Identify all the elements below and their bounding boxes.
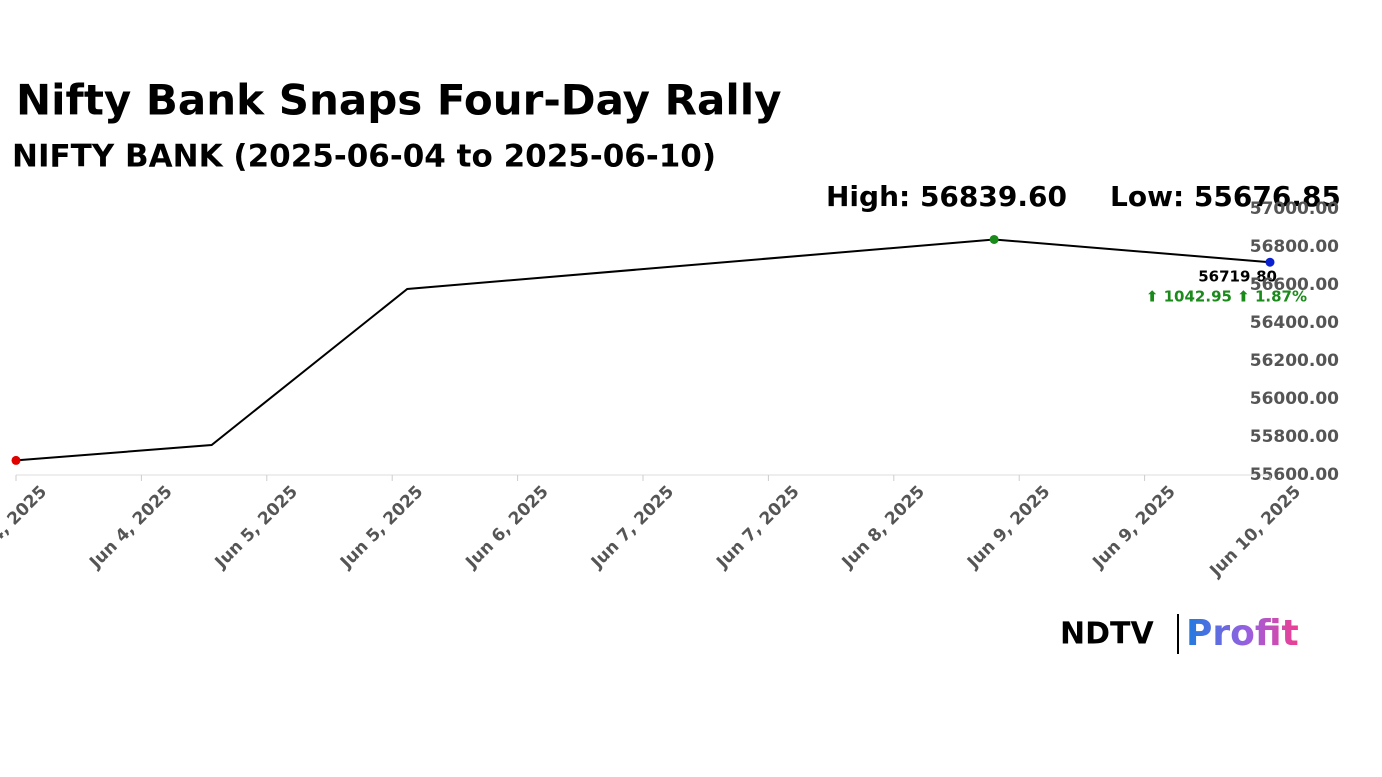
brand-name: NDTV bbox=[1060, 617, 1154, 652]
x-tick-label: Jun 9, 2025 bbox=[1088, 482, 1179, 573]
y-tick-label: 56800.00 bbox=[1250, 237, 1339, 257]
change-label: ⬆ 1042.95 ⬆ 1.87% bbox=[1146, 288, 1307, 306]
y-tick-label: 56000.00 bbox=[1250, 389, 1339, 409]
chart-title: Nifty Bank Snaps Four-Day Rally bbox=[16, 76, 782, 125]
x-tick-label: Jun 4, 2025 bbox=[85, 482, 176, 573]
y-tick-label: 56600.00 bbox=[1250, 275, 1339, 295]
y-tick-label: 55600.00 bbox=[1250, 465, 1339, 485]
y-tick-label: 57000.00 bbox=[1250, 199, 1339, 219]
x-tick-label: Jun 7, 2025 bbox=[712, 482, 803, 573]
y-tick-label: 55800.00 bbox=[1250, 427, 1339, 447]
high-label: High: 56839.60 bbox=[826, 180, 1067, 213]
brand-product: Profit bbox=[1186, 613, 1299, 654]
price-line bbox=[15, 238, 1271, 462]
low-label: Low: 55676.85 bbox=[1110, 180, 1341, 213]
x-tick-label: Jun 5, 2025 bbox=[211, 482, 302, 573]
point-marker bbox=[11, 455, 21, 465]
y-tick-label: 56400.00 bbox=[1250, 313, 1339, 333]
x-tick-label: Jun 5, 2025 bbox=[336, 482, 427, 573]
y-tick-label: 56200.00 bbox=[1250, 351, 1339, 371]
x-tick-label: Jun 8, 2025 bbox=[838, 482, 929, 573]
x-tick-label: Jun 6, 2025 bbox=[461, 482, 552, 573]
x-tick-label: Jun 10, 2025 bbox=[1206, 482, 1306, 582]
x-tick-label: Jun 4, 2025 bbox=[0, 482, 51, 573]
x-tick-label: Jun 7, 2025 bbox=[587, 482, 678, 573]
last-value-label: 56719.80 bbox=[1198, 268, 1277, 286]
point-marker bbox=[1265, 257, 1275, 267]
point-marker bbox=[989, 234, 999, 244]
chart-subtitle: NIFTY BANK (2025-06-04 to 2025-06-10) bbox=[12, 139, 716, 175]
x-tick-label: Jun 9, 2025 bbox=[963, 482, 1054, 573]
